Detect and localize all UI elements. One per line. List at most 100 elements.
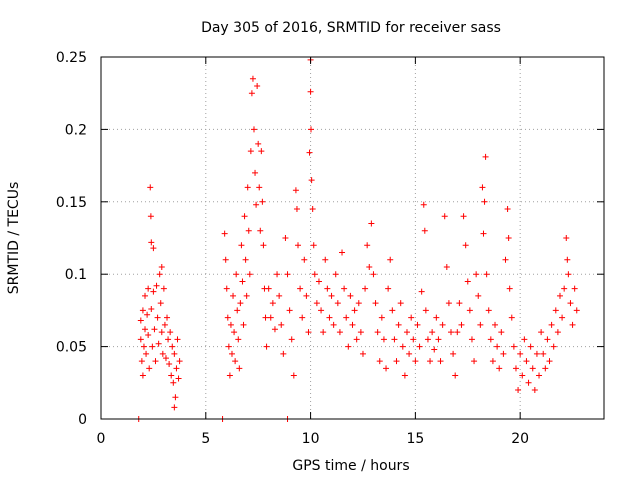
data-point [416,343,423,350]
data-point [510,343,517,350]
data-point [280,350,287,357]
data-point [345,343,352,350]
data-point [571,285,578,292]
data-point [395,321,402,328]
data-point [290,372,297,379]
data-point [468,336,475,343]
data-point [228,350,235,357]
data-point [239,278,246,285]
data-point [173,365,180,372]
data-point [456,300,463,307]
data-point [564,256,571,263]
x-axis-label: GPS time / hours [292,458,409,474]
data-point [334,300,341,307]
data-point [473,271,480,278]
data-point [142,292,149,299]
y-tick-label: 0 [78,412,87,428]
data-point [144,311,151,318]
data-point [378,314,385,321]
data-point [552,307,559,314]
data-point [309,206,316,213]
data-point [223,285,230,292]
data-point [158,263,165,270]
data-point [318,307,325,314]
data-point [492,321,499,328]
data-point [505,235,512,241]
data-point [418,288,425,295]
data-point [351,307,358,314]
data-point [282,235,289,241]
data-point [433,314,440,321]
data-point [536,372,543,379]
x-tick-label: 5 [201,431,210,447]
data-point [355,300,362,307]
data-point [339,249,346,256]
data-point [330,321,337,328]
data-point [148,305,155,312]
data-point [523,358,530,365]
data-point [410,336,417,343]
data-point [152,358,159,365]
data-point [374,329,381,336]
data-point [429,329,436,336]
data-point [517,350,524,357]
data-point [481,198,488,205]
data-point [362,285,369,292]
data-point [145,285,152,292]
data-point [153,282,160,289]
data-point [487,336,494,343]
data-point [260,242,267,249]
data-point [315,278,322,285]
data-point [253,201,260,208]
y-tick-label: 0.25 [56,50,87,66]
y-axis-label: SRMTID / TECUs [6,182,22,295]
data-point [164,314,171,321]
data-point [460,213,467,220]
data-point [328,292,335,299]
grid-lines [101,57,604,419]
y-tick-label: 0.05 [56,340,87,356]
data-point [171,350,178,357]
data-point [322,256,329,263]
data-point [262,314,269,321]
data-point [506,285,513,292]
data-point [498,329,505,336]
data-point [489,358,496,365]
y-tick-label: 0.1 [65,267,87,283]
data-point [401,372,408,379]
data-point [380,336,387,343]
data-point [393,358,400,365]
data-point [441,213,448,220]
data-point [263,343,270,350]
data-point [538,329,545,336]
data-point [149,343,156,350]
data-point [479,184,486,191]
data-point [156,271,163,278]
data-point [332,271,339,278]
y-tick-label: 0.15 [56,195,87,211]
x-tick-label: 10 [302,431,320,447]
data-point [403,329,410,336]
data-point [502,256,509,263]
data-point [286,307,293,314]
data-point [519,372,526,379]
data-point [265,285,272,292]
data-point [504,206,511,213]
data-point [324,285,331,292]
data-point [406,350,413,357]
data-point [376,358,383,365]
data-point [139,307,146,314]
data-point [148,239,155,246]
data-point [258,148,265,155]
data-point [248,90,255,97]
data-points [135,56,580,422]
data-point [146,365,153,372]
data-point [305,329,312,336]
data-point [159,350,166,357]
data-point [269,300,276,307]
data-point [303,292,310,299]
data-point [174,336,181,343]
data-point [284,271,291,278]
data-point [349,321,356,328]
data-point [477,321,484,328]
